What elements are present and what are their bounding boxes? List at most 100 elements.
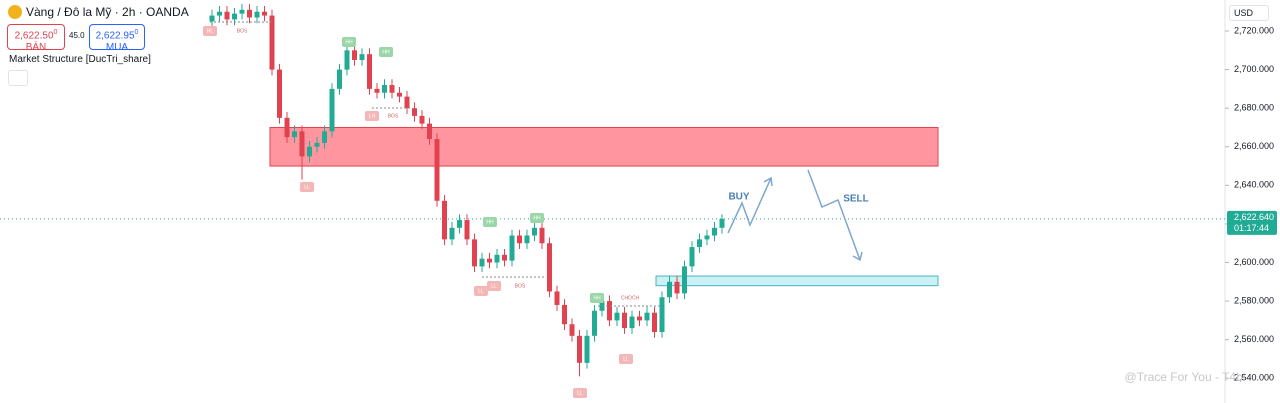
structure-label: LL [623,356,629,362]
arrow-head [852,251,863,262]
candle-body [389,85,395,93]
symbol-title[interactable]: Vàng / Đô la Mỹ · 2h · OANDA [26,5,189,19]
candle-body [697,239,702,248]
structure-label: BOS [515,283,526,289]
projection-path [807,169,861,261]
structure-label: HH [345,39,353,45]
ask-sup: 0 [134,29,139,36]
candle-body [577,335,582,363]
sell-label: BÁN [25,42,47,54]
candle-body [517,235,522,244]
structure-label: HH [382,49,390,55]
candle-body [209,15,215,22]
candle-body [607,301,612,321]
candle-body [367,54,372,89]
structure-label: LL [304,184,310,190]
candle-body [704,235,710,240]
zone [655,275,939,287]
indicator-title[interactable]: Market Structure [DucTri_share] [9,54,151,65]
structure-label-bg [474,286,488,296]
candle-body [397,92,402,97]
buy-button[interactable]: 2,622.950 MUA [89,24,145,54]
y-tick-label: 2,560.000 [1234,334,1274,344]
y-tick-label: 2,540.000 [1234,373,1274,383]
candle-body [637,316,642,321]
candle-body [569,324,575,336]
candle-body [584,335,590,363]
candle-body [224,11,230,20]
structure-label: BOS [237,28,248,34]
candle-body [457,220,462,228]
structure-label-bg [342,37,356,47]
candle-body [562,304,567,325]
candle-body [239,9,245,14]
candle-body [307,146,312,157]
zone [269,126,939,167]
structure-label: BOS [388,113,399,119]
structure-label-bg [573,388,587,398]
structure-label-bg [487,281,501,291]
candle-body [217,11,222,16]
candle-body [292,131,297,138]
annotation: BUY [728,192,749,203]
candle-body [622,312,627,329]
candle-body [614,312,620,321]
candle-body [322,131,327,143]
candle-body [352,50,357,60]
candle-body [419,115,425,124]
watermark: @Trace For You - T4bi [1125,370,1246,384]
y-tick-label: 2,600.000 [1234,257,1274,267]
candle-body [262,11,267,16]
candle-body [644,312,650,321]
candle-body [284,117,290,138]
candle-body [479,258,485,267]
candle-body [314,142,320,147]
candle-body [524,235,530,244]
collapse-button[interactable] [8,70,28,86]
structure-label-bg [300,182,314,192]
structure-label: LH [369,113,376,119]
candle-body [592,310,597,336]
bid-price: 2,622.50 [14,30,54,42]
arrow-head [763,176,773,187]
candle-body [299,131,305,157]
y-tick-label: 2,660.000 [1234,141,1274,151]
ask-price: 2,622.95 [95,30,135,42]
annotation: SELL [843,194,869,205]
candle-body [532,227,537,236]
structure-label-bg [365,111,379,121]
candle-body [254,11,260,18]
y-tick-label: 2,720.000 [1234,25,1274,35]
candle-body [412,108,417,116]
buy-label: MUA [105,42,129,54]
y-tick-label: 2,640.000 [1234,180,1274,190]
symbol-logo [8,5,22,19]
structure-label-bg [483,217,497,227]
candle-body [337,69,342,89]
y-tick-label: 2,680.000 [1234,103,1274,113]
candle-body [554,291,560,305]
candle-body [404,96,410,109]
candle-body [382,85,387,93]
countdown-label: 01:17:44 [1234,223,1269,233]
structure-label-bg [530,213,544,223]
structure-label-bg [619,354,633,364]
candle-body [434,139,440,201]
candle-body [329,88,335,132]
structure-label-bg [590,293,604,303]
sell-button[interactable]: 2,622.500 BÁN [7,24,65,54]
structure-label: HH [593,295,601,301]
projection-path [727,177,772,234]
candle-body [539,227,545,244]
structure-label: LL [478,288,484,294]
spread: 45.0 [69,31,85,40]
candle-body [449,227,455,240]
candle-body [547,243,552,292]
candle-body [682,266,687,294]
currency-select[interactable]: USD [1229,5,1269,21]
candle-body [464,220,470,240]
candle-body [629,316,635,329]
candle-body [374,88,380,93]
